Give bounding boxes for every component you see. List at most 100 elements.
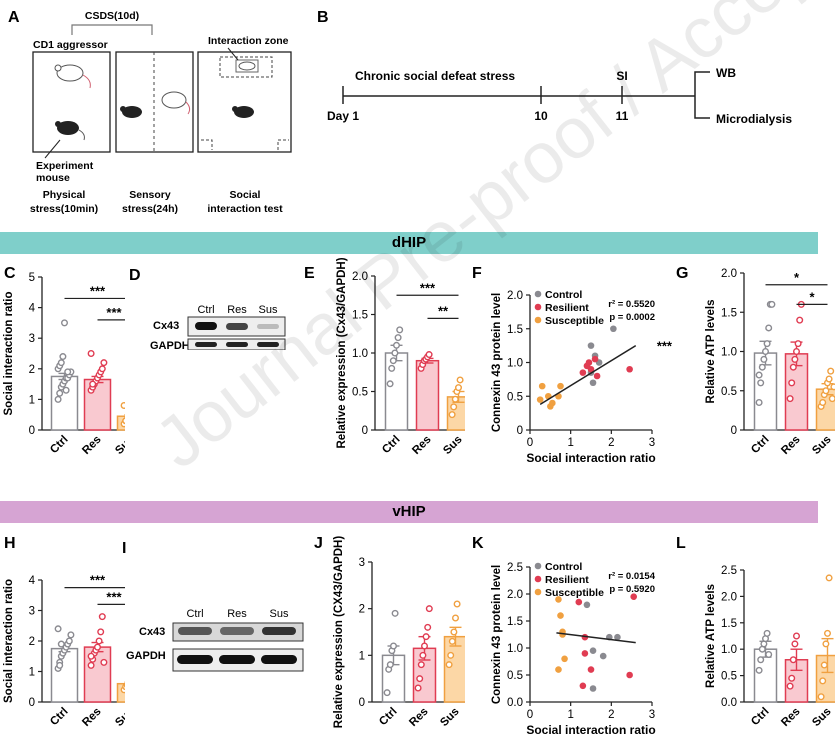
- band: [257, 324, 279, 329]
- significance-label: **: [438, 303, 449, 318]
- x-axis-label: Social interaction ratio: [526, 451, 655, 465]
- legend-marker: [534, 316, 542, 324]
- data-point: [587, 666, 595, 673]
- chart-F: F 0 0.5 1.0 1.5 2.0 0 1 2 3 Social interaction rat…: [472, 265, 673, 465]
- data-point: [585, 359, 593, 366]
- panel-letter: C: [4, 265, 16, 282]
- day-label: 11: [616, 109, 629, 123]
- data-point: [61, 319, 69, 327]
- banner-vhip: vHIP: [0, 501, 818, 523]
- band: [178, 627, 212, 635]
- y-tick-label: 2.0: [721, 591, 737, 603]
- data-point: [788, 379, 796, 387]
- panel-letter: E: [304, 265, 315, 282]
- band: [177, 655, 213, 664]
- data-point: [87, 661, 95, 669]
- chart-K: K 0.0 0.5 1.0 1.5 2.0 2.5 0 1 2 3 Social interactio…: [472, 535, 656, 737]
- stat-label: p = 0.5920: [609, 584, 655, 595]
- y-axis-label: Relative ATP levels: [705, 584, 717, 688]
- y-tick-label: 0.5: [352, 387, 368, 399]
- day-label: 10: [534, 109, 548, 123]
- data-point: [765, 324, 773, 332]
- data-point: [95, 637, 103, 645]
- y-axis-label: Social interaction ratio: [3, 579, 15, 703]
- category-label: Sus: [810, 434, 833, 457]
- legend-marker: [534, 588, 542, 596]
- data-point: [62, 386, 70, 394]
- data-point: [456, 376, 464, 384]
- caption-physical: Physical: [43, 189, 86, 201]
- band: [220, 627, 254, 635]
- row-label: GAPDH: [126, 650, 166, 662]
- data-point: [388, 364, 396, 372]
- x-tick-label: 2: [608, 709, 614, 721]
- data-point: [64, 368, 72, 376]
- category-label: Sus: [441, 434, 464, 457]
- data-point: [587, 365, 595, 373]
- y-axis-label: Social interaction ratio: [3, 292, 15, 416]
- band: [195, 342, 217, 347]
- panel-a: A CSDS(10d) CD1 aggressor Interaction zo…: [0, 0, 310, 225]
- data-point: [536, 396, 544, 403]
- data-point: [555, 666, 562, 673]
- y-tick-label: 1: [29, 667, 35, 679]
- data-point: [557, 612, 564, 619]
- row-label: GAPDH: [150, 340, 190, 350]
- data-point: [587, 342, 595, 349]
- data-point: [589, 647, 597, 654]
- data-point: [589, 685, 597, 692]
- y-tick-label: 0.5: [721, 386, 737, 398]
- data-point: [593, 372, 601, 380]
- data-point: [67, 631, 75, 639]
- data-point: [448, 411, 456, 419]
- caption-sensory: stress(24h): [122, 203, 178, 215]
- data-point: [755, 666, 763, 674]
- band: [219, 655, 255, 664]
- y-tick-label: 1.0: [507, 358, 523, 370]
- data-point: [451, 395, 459, 403]
- data-point: [579, 682, 587, 690]
- y-tick-label: 0: [29, 697, 35, 709]
- black-mouse-icon: [55, 121, 85, 141]
- data-point: [396, 326, 404, 334]
- data-point: [123, 682, 125, 688]
- si-label: SI: [616, 69, 627, 83]
- legend-marker: [534, 562, 542, 570]
- significance-label: *: [794, 270, 800, 285]
- caption-physical: stress(10min): [30, 203, 98, 215]
- panel-letter: I: [122, 540, 126, 557]
- significance-label: ***: [90, 573, 106, 588]
- category-label: Sus: [810, 706, 833, 729]
- data-point: [422, 633, 430, 641]
- data-point: [389, 357, 397, 365]
- panel-a-diagram: A CSDS(10d) CD1 aggressor Interaction zo…: [8, 9, 292, 215]
- bar: [83, 378, 112, 431]
- data-point: [791, 640, 799, 648]
- y-tick-label: 1.0: [721, 644, 737, 656]
- data-point: [557, 382, 564, 390]
- y-tick-label: 0.0: [721, 697, 737, 709]
- data-point: [789, 656, 797, 664]
- x-tick-label: 2: [608, 437, 614, 449]
- data-point: [822, 387, 830, 395]
- data-point: [56, 661, 64, 669]
- y-tick-label: 2: [29, 636, 35, 648]
- y-tick-label: 1.0: [352, 348, 368, 360]
- data-point: [581, 650, 589, 657]
- banner-dhip: dHIP: [0, 232, 818, 254]
- chart-J: J 0 1 2 3 Relative expression (CX43/GAPDH) Ctr…: [314, 535, 465, 729]
- y-tick-label: 2.5: [721, 565, 737, 577]
- y-tick-label: 0.5: [507, 670, 523, 682]
- data-point: [827, 367, 835, 375]
- data-point: [820, 661, 828, 669]
- data-point: [425, 351, 433, 359]
- data-point: [416, 675, 424, 683]
- data-point: [760, 355, 768, 363]
- caption-sensory: Sensory: [129, 189, 171, 201]
- row-label: Cx43: [139, 626, 165, 638]
- category-label: Sus: [113, 706, 125, 729]
- data-point: [610, 325, 617, 333]
- data-point: [54, 395, 62, 403]
- stat-label: p = 0.0002: [609, 312, 655, 323]
- enclosure: [235, 59, 259, 73]
